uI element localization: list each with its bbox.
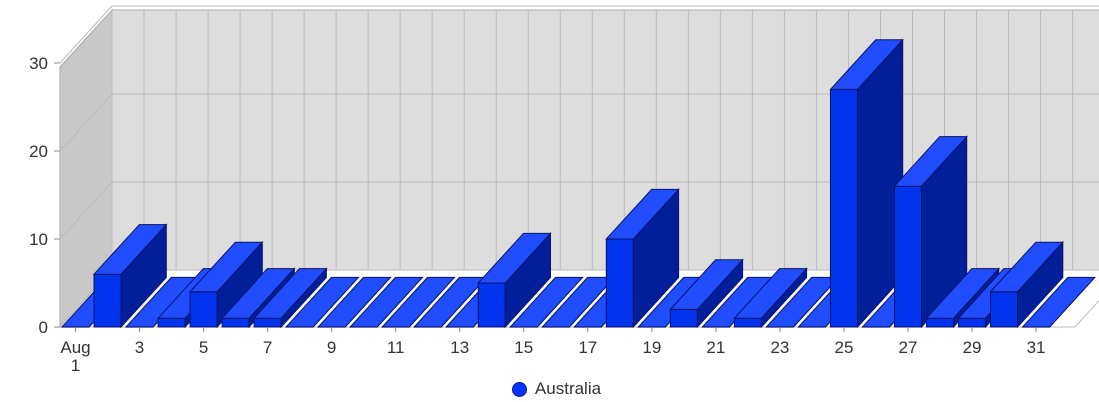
bar-top: [669, 259, 744, 310]
bar[interactable]: [605, 188, 680, 329]
bar-front: [477, 282, 506, 328]
x-tick-label: 13: [450, 338, 469, 357]
bar[interactable]: [477, 232, 552, 329]
bar[interactable]: [317, 276, 392, 328]
bar-top: [92, 224, 168, 275]
bar-front: [221, 317, 250, 328]
grid-line-side: [59, 181, 113, 240]
bar-front: [958, 317, 987, 328]
bar[interactable]: [252, 267, 328, 329]
grid-line-side: [59, 93, 113, 152]
y-tick-label: 10: [29, 230, 48, 249]
bar-top: [1021, 276, 1096, 328]
y-tick-label: 0: [39, 318, 48, 337]
bar-top: [733, 268, 808, 319]
bar-top: [349, 276, 424, 328]
bar[interactable]: [349, 276, 424, 328]
x-tick-label: 9: [327, 338, 336, 357]
bar-top: [509, 276, 584, 328]
bar[interactable]: [92, 223, 168, 329]
bar-top: [925, 268, 1000, 319]
bar-front: [253, 317, 282, 328]
x-tick-label: 31: [1027, 338, 1046, 357]
bar-top: [220, 268, 296, 319]
bar-front: [157, 317, 186, 328]
x-tick-label: 11: [387, 338, 405, 357]
bar-top: [252, 268, 328, 319]
x-tick-label: 15: [514, 338, 533, 357]
x-tick-label: 21: [706, 338, 725, 357]
bar-top: [605, 188, 680, 240]
grid-line-side: [59, 5, 113, 64]
x-tick-label: 3: [135, 338, 144, 357]
y-tick-label: 30: [29, 54, 48, 73]
bar-top: [381, 276, 456, 328]
legend-label: Australia: [534, 379, 602, 398]
bar-front: [605, 238, 634, 328]
x-tick-label: 27: [899, 338, 918, 357]
bar-front: [669, 308, 698, 328]
bar[interactable]: [669, 258, 744, 329]
bar[interactable]: [284, 276, 360, 328]
x-tick-label: 17: [578, 338, 597, 357]
legend-item-australia[interactable]: Australia: [511, 379, 602, 399]
bar-front: [829, 88, 858, 328]
bar[interactable]: [381, 276, 456, 328]
bar-front: [893, 185, 922, 328]
x-tick-label: Aug: [60, 338, 90, 357]
bar-front: [733, 317, 762, 328]
bar-front: [990, 291, 1019, 328]
bar-front: [926, 317, 955, 328]
bar[interactable]: [188, 240, 264, 329]
x-tick-label: 25: [834, 338, 853, 357]
bar[interactable]: [893, 135, 968, 329]
bar-front: [93, 273, 122, 328]
bar[interactable]: [829, 38, 904, 329]
x-tick-label: 23: [770, 338, 789, 357]
legend-swatch: [511, 381, 527, 397]
bar-top: [284, 276, 360, 328]
x-tick-label: 1: [71, 356, 80, 375]
bar-top: [188, 241, 264, 293]
x-tick-label: 29: [963, 338, 982, 357]
bar-top: [893, 136, 968, 187]
x-tick-label: 5: [199, 338, 208, 357]
bar-top: [829, 39, 904, 90]
bar[interactable]: [989, 240, 1064, 329]
bar-top: [317, 276, 392, 328]
legend: Australia: [0, 378, 1099, 400]
y-tick-label: 20: [29, 142, 48, 161]
x-tick-label: 19: [642, 338, 661, 357]
bar-top: [477, 232, 552, 284]
x-tick-label: 7: [263, 338, 272, 357]
bar-top: [989, 241, 1064, 293]
bar-front: [189, 291, 218, 328]
bar[interactable]: [733, 267, 808, 329]
